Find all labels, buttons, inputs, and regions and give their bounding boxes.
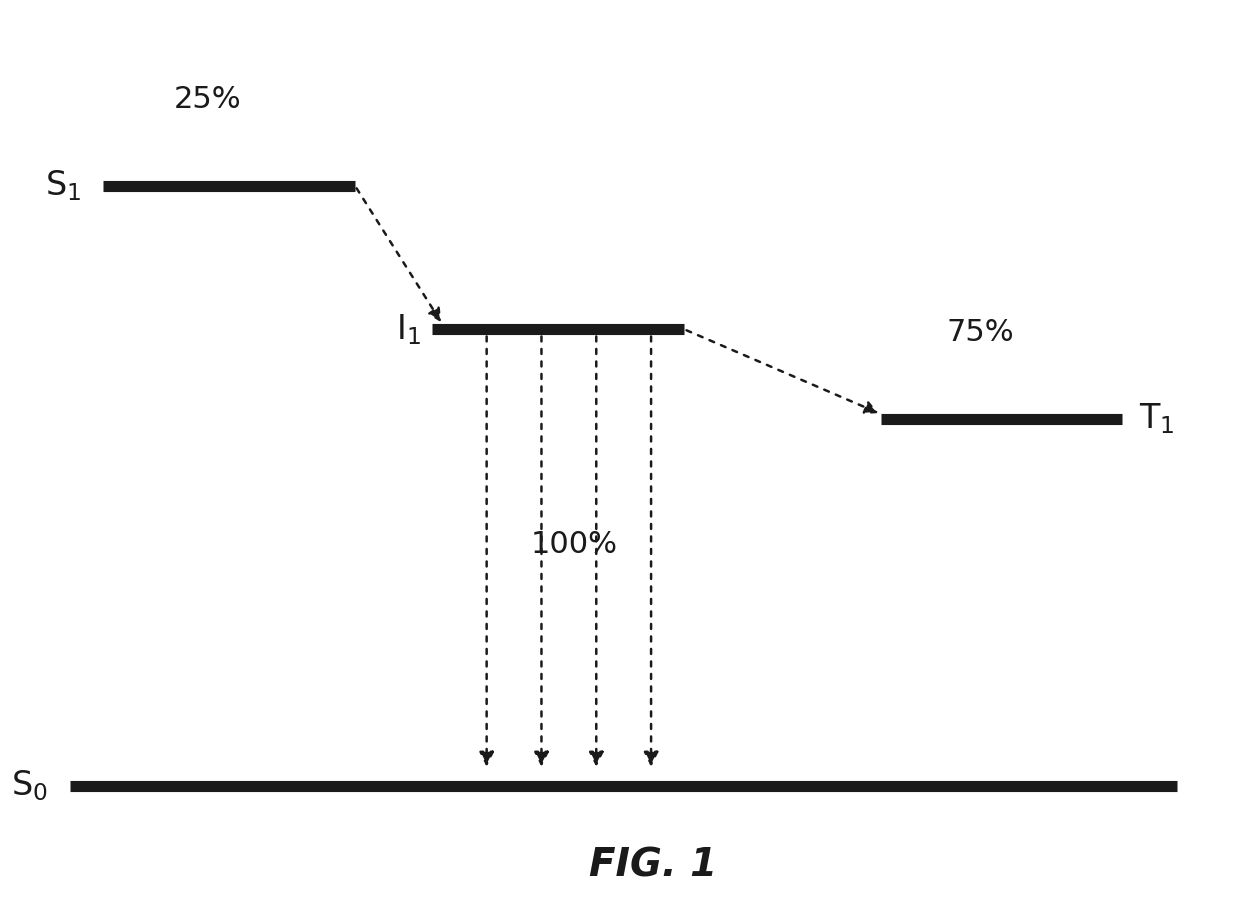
Text: FIG. 1: FIG. 1 <box>590 846 717 884</box>
Text: S$_1$: S$_1$ <box>45 168 81 204</box>
Text: S$_0$: S$_0$ <box>11 768 48 803</box>
Text: I$_1$: I$_1$ <box>396 312 421 346</box>
Text: 100%: 100% <box>530 530 617 558</box>
Text: T$_1$: T$_1$ <box>1139 402 1175 436</box>
Text: 75%: 75% <box>947 318 1014 347</box>
Text: 25%: 25% <box>173 85 240 115</box>
